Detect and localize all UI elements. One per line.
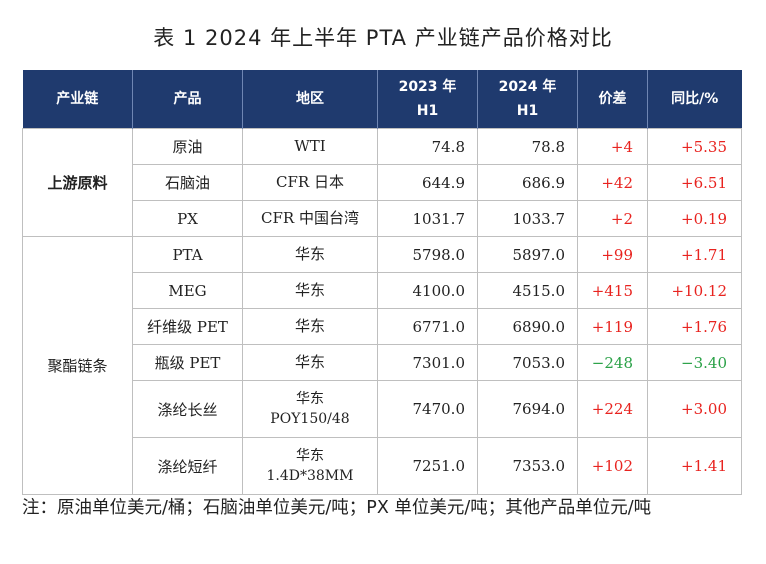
product-cell: 涤纶长丝 [132, 380, 243, 438]
diff-cell: +224 [577, 380, 648, 438]
table-row: PX CFR 中国台湾 1031.7 1033.7 +2 +0.19 [23, 200, 742, 237]
value-2024: 1033.7 [477, 200, 578, 237]
table-row: 纤维级 PET 华东 6771.0 6890.0 +119 +1.76 [23, 308, 742, 345]
region-line-2: 1.4D*38MM [266, 468, 354, 484]
header-2023-year: 2023 年 [398, 79, 457, 95]
table-title: 表 1 2024 年上半年 PTA 产业链产品价格对比 [153, 26, 613, 50]
product-cell: PTA [132, 236, 243, 273]
value-2023: 74.8 [377, 128, 478, 165]
region-cell: 华东 1.4D*38MM [242, 437, 378, 495]
group-polyester: 聚酯链条 [22, 236, 133, 495]
diff-cell: −248 [577, 344, 648, 381]
value-2023: 6771.0 [377, 308, 478, 345]
value-2024: 7353.0 [477, 437, 578, 495]
region-cell: 华东 [242, 236, 378, 273]
value-2023: 5798.0 [377, 236, 478, 273]
header-2024-half: H1 [516, 103, 539, 119]
yoy-cell: +1.41 [647, 437, 742, 495]
yoy-cell: +10.12 [647, 272, 742, 309]
diff-cell: +415 [577, 272, 648, 309]
region-line-1: 华东 [296, 391, 324, 407]
yoy-cell: +1.71 [647, 236, 742, 273]
region-line-1: 华东 [296, 448, 324, 464]
header-2023-half: H1 [416, 103, 439, 119]
group-upstream: 上游原料 [22, 128, 133, 237]
yoy-cell: +1.76 [647, 308, 742, 345]
yoy-cell: +6.51 [647, 164, 742, 201]
diff-cell: +119 [577, 308, 648, 345]
region-cell: 华东 [242, 308, 378, 345]
yoy-cell: +5.35 [647, 128, 742, 165]
header-2024-year: 2024 年 [498, 79, 557, 95]
table-row: 上游原料 原油 WTI 74.8 78.8 +4 +5.35 [22, 128, 742, 237]
header-row: 产业链 产品 地区 2023 年 H1 2024 年 H1 价差 同比/% [22, 70, 742, 129]
header-2023h1: 2023 年 H1 [377, 70, 478, 129]
yoy-cell: −3.40 [647, 344, 742, 381]
product-cell: 原油 [132, 128, 243, 165]
product-cell: 石脑油 [132, 164, 243, 201]
table-row: 涤纶短纤 华东 1.4D*38MM 7251.0 7353.0 +102 +1.… [23, 437, 742, 495]
diff-cell: +102 [577, 437, 648, 495]
product-cell: PX [132, 200, 243, 237]
region-cell: CFR 中国台湾 [242, 200, 378, 237]
header-diff: 价差 [577, 70, 648, 129]
header-region: 地区 [242, 70, 378, 129]
value-2024: 7053.0 [477, 344, 578, 381]
table-row: 聚酯链条 PTA 华东 5798.0 5897.0 +99 +1.71 [22, 236, 742, 495]
diff-cell: +42 [577, 164, 648, 201]
value-2023: 1031.7 [377, 200, 478, 237]
header-chain: 产业链 [22, 70, 133, 129]
price-comparison-table: 产业链 产品 地区 2023 年 H1 2024 年 H1 价差 同比/% 上游… [22, 70, 742, 495]
value-2024: 686.9 [477, 164, 578, 201]
yoy-cell: +0.19 [647, 200, 742, 237]
region-cell: 华东 [242, 344, 378, 381]
region-cell: 华东 POY150/48 [242, 380, 378, 438]
value-2023: 7470.0 [377, 380, 478, 438]
yoy-cell: +3.00 [647, 380, 742, 438]
region-cell: 华东 [242, 272, 378, 309]
product-cell: 瓶级 PET [132, 344, 243, 381]
diff-cell: +99 [577, 236, 648, 273]
header-product: 产品 [132, 70, 243, 129]
table-row: MEG 华东 4100.0 4515.0 +415 +10.12 [23, 272, 742, 309]
value-2023: 4100.0 [377, 272, 478, 309]
product-cell: 涤纶短纤 [132, 437, 243, 495]
value-2023: 7301.0 [377, 344, 478, 381]
region-cell: WTI [242, 128, 378, 165]
table-note: 注：原油单位美元/桶；石脑油单位美元/吨；PX 单位美元/吨；其他产品单位元/吨 [22, 498, 652, 518]
value-2023: 7251.0 [377, 437, 478, 495]
region-line-2: POY150/48 [270, 411, 350, 427]
table-row: 瓶级 PET 华东 7301.0 7053.0 −248 −3.40 [23, 344, 742, 381]
table-row: 涤纶长丝 华东 POY150/48 7470.0 7694.0 +224 +3.… [23, 380, 742, 438]
value-2024: 4515.0 [477, 272, 578, 309]
region-cell: CFR 日本 [242, 164, 378, 201]
diff-cell: +2 [577, 200, 648, 237]
value-2024: 78.8 [477, 128, 578, 165]
header-yoy: 同比/% [647, 70, 742, 129]
table-row: 石脑油 CFR 日本 644.9 686.9 +42 +6.51 [23, 164, 742, 201]
value-2023: 644.9 [377, 164, 478, 201]
diff-cell: +4 [577, 128, 648, 165]
product-cell: MEG [132, 272, 243, 309]
value-2024: 7694.0 [477, 380, 578, 438]
product-cell: 纤维级 PET [132, 308, 243, 345]
value-2024: 6890.0 [477, 308, 578, 345]
value-2024: 5897.0 [477, 236, 578, 273]
header-2024h1: 2024 年 H1 [477, 70, 578, 129]
